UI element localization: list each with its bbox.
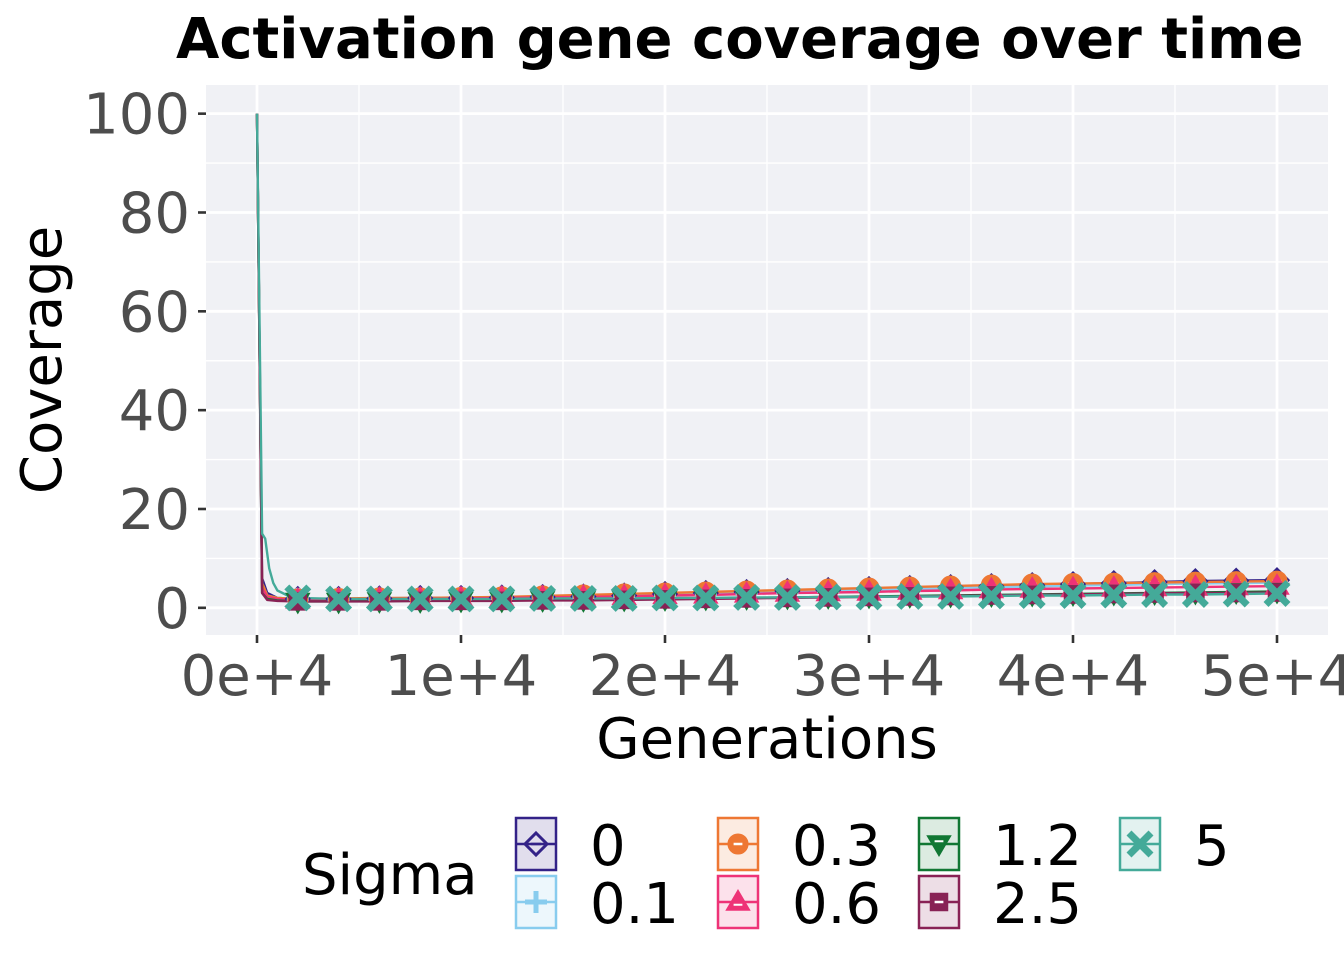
x-tick-label: 2e+4 [589,644,742,709]
x-tick-label: 0e+4 [181,644,334,709]
legend-label: 0.3 [792,814,881,879]
series-point-5 [814,583,842,611]
series-point-5 [1222,580,1250,608]
legend-label: 5 [1194,814,1230,879]
legend-label: 0.6 [792,872,881,937]
legend-marker-1.2 [926,835,952,857]
x-tick-label: 4e+4 [997,644,1150,709]
legend-item-0.3: 0.3 [716,814,881,879]
series-point-5 [569,584,597,612]
legend-label: 0 [590,814,626,879]
y-tick-label: 0 [154,577,190,642]
series-point-5 [365,585,393,613]
series-point-5 [284,584,312,612]
legend: Sigma 00.1 0.30.6 1.22.5 5 [302,814,1230,937]
y-axis-title: Coverage [10,226,75,494]
y-tick-label: 40 [119,379,190,444]
x-tick-label: 1e+4 [385,644,538,709]
series-point-5 [977,582,1005,610]
legend-marker-0.3 [727,833,749,855]
series-point-5 [488,585,516,613]
series-point-5 [855,583,883,611]
series-point-5 [1263,580,1291,607]
series-point-5 [1018,581,1046,609]
series-point-5 [692,584,720,612]
y-tick-label: 80 [119,181,190,246]
series-point-5 [773,583,801,611]
series-point-5 [1141,581,1169,608]
legend-item-2.5: 2.5 [917,872,1082,937]
series-point-5 [447,585,475,613]
series-point-5 [1181,581,1209,608]
legend-title: Sigma [302,843,478,908]
legend-marker-2.5 [929,892,949,912]
series-point-5 [610,584,638,612]
legend-marker-5 [1126,830,1154,858]
series-point-5 [937,582,965,610]
legend-label: 0.1 [590,872,679,937]
series-markers [284,567,1291,615]
legend-label: 2.5 [993,872,1082,937]
y-tick-label: 20 [119,478,190,543]
series-point-5 [651,584,679,612]
axis-ticks: 0e+4 1e+4 2e+4 3e+4 4e+4 5e+4 0 20 40 60 80 100 [83,83,1344,709]
legend-marker-0.6 [725,889,751,911]
x-tick-label: 3e+4 [793,644,946,709]
legend-item-1.2: 1.2 [917,814,1082,879]
legend-item-0.1: 0.1 [514,872,679,937]
series-point-5 [1059,581,1087,609]
legend-item-0.6: 0.6 [716,872,881,937]
legend-marker-0 [522,830,550,858]
series-point-5 [733,583,761,611]
chart-title: Activation gene coverage over time [176,7,1304,72]
legend-item-0: 0 [514,814,626,879]
gridlines [206,85,1328,635]
series-point-5 [896,582,924,610]
y-tick-label: 100 [83,83,190,148]
y-tick-label: 60 [119,280,190,345]
series-point-5 [1100,581,1128,609]
legend-item-5: 5 [1118,814,1230,879]
series-point-5 [325,585,353,613]
series-point-5 [529,584,557,612]
x-tick-label: 5e+4 [1201,644,1344,709]
legend-label: 1.2 [993,814,1082,879]
x-axis-title: Generations [596,707,938,772]
series-point-5 [406,585,434,613]
legend-marker-0.1 [525,891,547,913]
